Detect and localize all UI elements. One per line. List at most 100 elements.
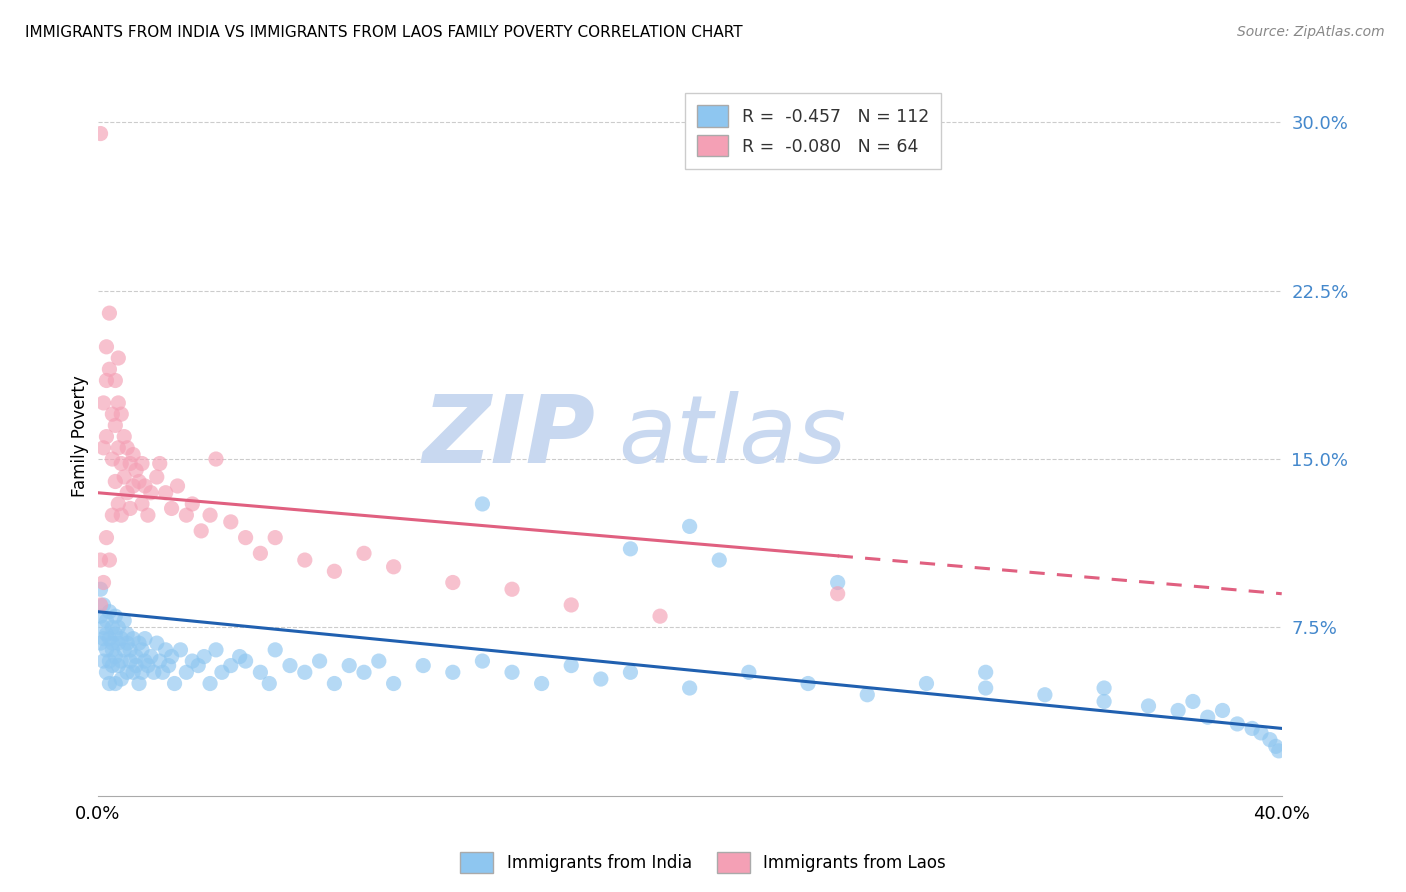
Legend: R =  -0.457   N = 112, R =  -0.080   N = 64: R = -0.457 N = 112, R = -0.080 N = 64 xyxy=(685,94,942,169)
Point xyxy=(120,654,142,668)
Point xyxy=(96,340,118,354)
Point xyxy=(115,485,138,500)
Point xyxy=(146,636,169,650)
Point xyxy=(856,688,879,702)
Point xyxy=(1264,739,1286,754)
Point xyxy=(134,479,156,493)
Point xyxy=(619,541,641,556)
Point xyxy=(738,665,761,680)
Point xyxy=(120,643,142,657)
Legend: Immigrants from India, Immigrants from Laos: Immigrants from India, Immigrants from L… xyxy=(453,846,953,880)
Text: ZIP: ZIP xyxy=(422,391,595,483)
Point xyxy=(104,374,127,388)
Point xyxy=(122,479,145,493)
Point xyxy=(193,649,215,664)
Point xyxy=(235,531,257,545)
Point xyxy=(98,676,121,690)
Point xyxy=(104,475,127,489)
Point xyxy=(149,457,172,471)
Point xyxy=(441,665,464,680)
Point xyxy=(120,457,142,471)
Point xyxy=(249,546,271,560)
Point xyxy=(501,665,523,680)
Point xyxy=(110,632,132,646)
Point xyxy=(619,665,641,680)
Point xyxy=(90,127,112,141)
Text: atlas: atlas xyxy=(619,391,846,482)
Point xyxy=(122,632,145,646)
Point xyxy=(90,598,112,612)
Point xyxy=(98,654,121,668)
Point xyxy=(110,457,132,471)
Point xyxy=(190,524,212,538)
Point xyxy=(131,665,153,680)
Point xyxy=(131,497,153,511)
Point xyxy=(104,609,127,624)
Point xyxy=(125,463,148,477)
Point xyxy=(1033,688,1056,702)
Point xyxy=(264,531,287,545)
Point xyxy=(128,636,150,650)
Point xyxy=(98,605,121,619)
Point xyxy=(187,658,209,673)
Point xyxy=(96,665,118,680)
Point xyxy=(128,676,150,690)
Point xyxy=(205,452,228,467)
Point xyxy=(112,614,135,628)
Point xyxy=(797,676,820,690)
Point xyxy=(98,632,121,646)
Point xyxy=(560,658,582,673)
Point xyxy=(115,441,138,455)
Point xyxy=(104,676,127,690)
Point xyxy=(235,654,257,668)
Point xyxy=(136,508,159,523)
Point xyxy=(110,508,132,523)
Point xyxy=(93,575,115,590)
Point xyxy=(709,553,731,567)
Point xyxy=(1092,681,1115,695)
Point xyxy=(104,418,127,433)
Point xyxy=(1137,698,1160,713)
Point xyxy=(160,649,183,664)
Point xyxy=(1197,710,1219,724)
Point xyxy=(176,508,198,523)
Point xyxy=(98,306,121,320)
Point xyxy=(107,620,129,634)
Point xyxy=(134,632,156,646)
Point xyxy=(115,636,138,650)
Point xyxy=(125,658,148,673)
Point xyxy=(98,553,121,567)
Point xyxy=(1181,694,1204,708)
Point xyxy=(96,627,118,641)
Point xyxy=(228,649,250,664)
Point xyxy=(93,654,115,668)
Point xyxy=(107,351,129,365)
Point xyxy=(1258,732,1281,747)
Point xyxy=(160,501,183,516)
Point xyxy=(139,485,162,500)
Point xyxy=(90,553,112,567)
Point xyxy=(131,457,153,471)
Point xyxy=(382,676,405,690)
Point xyxy=(146,470,169,484)
Point xyxy=(122,448,145,462)
Point xyxy=(101,636,124,650)
Point xyxy=(112,470,135,484)
Point xyxy=(152,665,174,680)
Point xyxy=(107,658,129,673)
Point xyxy=(96,374,118,388)
Point xyxy=(142,665,165,680)
Point xyxy=(323,564,346,578)
Point xyxy=(93,598,115,612)
Point xyxy=(1241,722,1264,736)
Point xyxy=(1226,717,1249,731)
Point xyxy=(974,681,997,695)
Point xyxy=(181,497,204,511)
Point xyxy=(219,658,242,673)
Point xyxy=(125,649,148,664)
Point xyxy=(107,396,129,410)
Point xyxy=(501,582,523,597)
Point xyxy=(679,681,702,695)
Point xyxy=(96,531,118,545)
Point xyxy=(198,676,221,690)
